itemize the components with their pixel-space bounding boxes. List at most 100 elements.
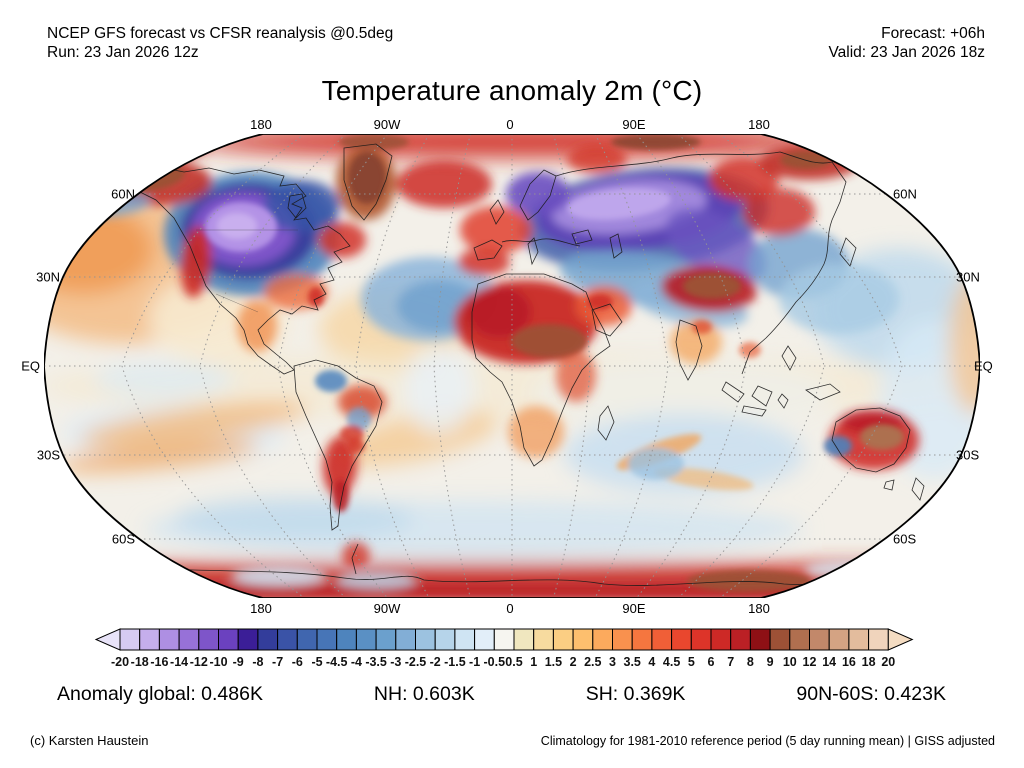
colorbar-segment	[572, 628, 594, 651]
colorbar-segment	[651, 628, 673, 651]
colorbar-tick-label: -16	[150, 655, 168, 669]
colorbar-tick-label: 3.5	[624, 655, 641, 669]
colorbar-tick-label: -12	[190, 655, 208, 669]
colorbar-segment	[828, 628, 850, 651]
forecast-hour-line: Forecast: +06h	[881, 25, 985, 42]
colorbar-tick-label: -4	[351, 655, 362, 669]
lon-label-top: 180	[250, 117, 272, 132]
lat-label-left: 30N	[36, 269, 60, 285]
header: NCEP GFS forecast vs CFSR reanalysis @0.…	[0, 0, 1024, 62]
colorbar-tick-label: -20	[111, 655, 129, 669]
model-info: NCEP GFS forecast vs CFSR reanalysis @0.…	[47, 24, 393, 62]
colorbar-tick-label: -4.5	[326, 655, 348, 669]
colorbar-tick-label: -0.5	[484, 655, 506, 669]
lat-label-left: 60S	[111, 531, 135, 547]
colorbar-segment	[671, 628, 692, 651]
colorbar-segment	[198, 628, 220, 651]
lon-label-bottom: 0	[506, 601, 514, 616]
colorbar-segment	[868, 628, 889, 651]
colorbar-tick-label: 1.5	[545, 655, 562, 669]
colorbar-tick-label: -1.5	[444, 655, 466, 669]
colorbar-segment	[631, 628, 653, 651]
lat-label-right: 60N	[893, 186, 917, 202]
colorbar-segment	[395, 628, 416, 651]
lon-label-bottom: 180	[250, 601, 272, 616]
lon-label-bottom: 90W	[373, 601, 401, 616]
colorbar-tick-label: -8	[252, 655, 263, 669]
colorbar: -20 -18 -16 -14 -12 -10 -9 -8 -7 -6 -5 -4.5 -4 -3.5 -3…	[93, 628, 1024, 672]
meridian-gridline	[719, 134, 903, 598]
colorbar-tick-label: 10	[783, 655, 797, 669]
colorbar-tick-label: 7	[727, 655, 734, 669]
colorbar-segment	[415, 628, 436, 651]
colorbar-segment	[533, 628, 554, 651]
climatology-note: Climatology for 1981-2010 reference peri…	[540, 734, 995, 748]
colorbar-tick-label: 4.5	[663, 655, 680, 669]
footer: (c) Karsten Haustein Climatology for 198…	[0, 733, 1024, 748]
valid-time-line: Valid: 23 Jan 2026 18z	[828, 44, 985, 61]
colorbar-tick-label: -6	[292, 655, 303, 669]
colorbar-tick-label: 3	[609, 655, 616, 669]
colorbar-tick-label: 6	[708, 655, 715, 669]
colorbar-segment	[710, 628, 732, 651]
lat-label-right: 60S	[893, 531, 917, 547]
colorbar-segment	[277, 628, 298, 651]
lat-label-right: 30S	[956, 447, 980, 463]
colorbar-tick-label: 5	[688, 655, 695, 669]
colorbar-tick-label: 1	[530, 655, 537, 669]
anomaly-stats: Anomaly global: 0.486K NH: 0.603K SH: 0.36…	[0, 683, 1024, 706]
colorbar-tick-label: 2	[570, 655, 577, 669]
lon-label-bottom: 90E	[622, 601, 646, 616]
colorbar-segment	[119, 628, 141, 651]
run-line: Run: 23 Jan 2026 12z	[47, 44, 199, 61]
colorbar-segment	[257, 628, 279, 651]
page-title: Temperature anomaly 2m (°C)	[321, 75, 703, 106]
colorbar-tick-label: 2.5	[584, 655, 601, 669]
colorbar-segment	[730, 628, 751, 651]
colorbar-segment	[237, 628, 259, 651]
anomaly-map	[44, 134, 980, 598]
lat-label-left: 60N	[111, 186, 135, 202]
colorbar-arrow-left	[94, 628, 121, 651]
colorbar-tick-label: -14	[170, 655, 188, 669]
colorbar-segment	[848, 628, 870, 651]
colorbar-segment	[355, 628, 377, 651]
colorbar-tick-label: 9	[767, 655, 774, 669]
colorbar-tick-label: -9	[233, 655, 244, 669]
stat-item: NH: 0.603K	[373, 683, 475, 705]
colorbar-tick-label: -3	[390, 655, 401, 669]
meridian-gridline	[433, 134, 471, 598]
colorbar-segment	[749, 628, 771, 651]
colorbar-tick-label: 14	[822, 655, 836, 669]
stat-item: SH: 0.369K	[585, 683, 686, 705]
colorbar-segment	[218, 628, 239, 651]
colorbar-tick-label: 0.5	[505, 655, 522, 669]
lat-label-right: EQ	[974, 358, 993, 374]
colorbar-tick-label: -2	[430, 655, 441, 669]
colorbar-segment	[296, 628, 318, 651]
lon-label-top: 0	[506, 117, 514, 132]
lon-label-bottom: 180	[748, 601, 770, 616]
colorbar-tick-label: 4	[648, 655, 655, 669]
model-line: NCEP GFS forecast vs CFSR reanalysis @0.…	[47, 25, 394, 42]
colorbar-segment	[336, 628, 357, 651]
lon-label-top: 90W	[373, 117, 401, 132]
colorbar-tick-label: -18	[131, 655, 149, 669]
lat-label-left: EQ	[21, 358, 40, 374]
colorbar-tick-label: -5	[311, 655, 322, 669]
copyright-text: (c) Karsten Haustein	[30, 733, 149, 748]
colorbar-segment	[769, 628, 791, 651]
colorbar-segment	[316, 628, 338, 651]
coastlines	[107, 143, 925, 586]
colorbar-segment	[139, 628, 160, 651]
lat-label-right: 30N	[956, 269, 980, 285]
forecast-info: Forecast: +06h Valid: 23 Jan 2026 18z	[828, 24, 985, 62]
anomaly-field	[44, 134, 980, 598]
colorbar-tick-label: -2.5	[405, 655, 427, 669]
colorbar-tick-label: 18	[862, 655, 876, 669]
colorbar-segment	[513, 628, 535, 651]
colorbar-tick-label: -1	[469, 655, 480, 669]
map-outline	[44, 134, 980, 598]
colorbar-arrow-right	[887, 628, 914, 651]
colorbar-segment	[612, 628, 633, 651]
